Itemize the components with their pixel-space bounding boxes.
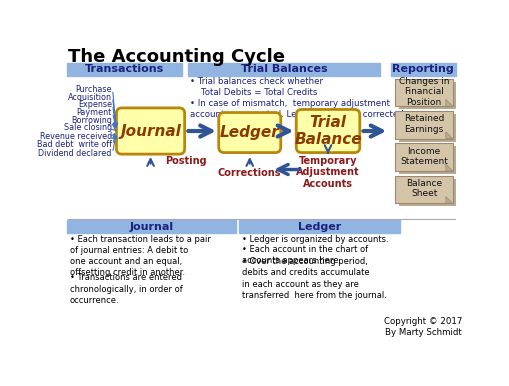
Bar — [398, 146, 455, 174]
Text: Payment: Payment — [76, 108, 111, 117]
Text: • Each account in the chart of
accounts appears here.: • Each account in the chart of accounts … — [242, 245, 367, 265]
Text: Ledger: Ledger — [219, 125, 279, 140]
Text: Sale closing: Sale closing — [64, 124, 111, 132]
Text: • Transactions are entered
chronologically, in order of
occurrence.: • Transactions are entered chronological… — [70, 273, 182, 305]
Polygon shape — [445, 164, 452, 171]
Text: Dividend declared: Dividend declared — [38, 149, 111, 158]
Text: • Trial balances check whether
    Total Debits = Total Credits: • Trial balances check whether Total Deb… — [190, 77, 322, 97]
Text: Ledger: Ledger — [297, 222, 341, 232]
Text: Changes in
Financial
Position: Changes in Financial Position — [398, 77, 448, 107]
Text: • Over the accounting period,
debits and credits accumulate
in each account as t: • Over the accounting period, debits and… — [242, 257, 386, 300]
FancyBboxPatch shape — [218, 113, 280, 152]
FancyBboxPatch shape — [116, 108, 184, 154]
Text: Journal: Journal — [120, 124, 181, 139]
Bar — [398, 179, 455, 207]
Bar — [398, 114, 455, 142]
Text: Journal: Journal — [129, 222, 173, 232]
Bar — [394, 79, 452, 107]
Text: Revenue received: Revenue received — [40, 132, 111, 141]
Bar — [394, 176, 452, 203]
Bar — [394, 143, 452, 171]
Text: Borrowing: Borrowing — [71, 116, 111, 125]
Text: Copyright © 2017
By Marty Schmidt: Copyright © 2017 By Marty Schmidt — [383, 317, 462, 337]
Text: Trial Balances: Trial Balances — [240, 64, 326, 74]
Bar — [394, 111, 452, 139]
Polygon shape — [445, 196, 452, 203]
Text: Corrections: Corrections — [217, 168, 281, 178]
Text: • In case of mismatch,  temporary adjustment
accounts are created. Ledgers are t: • In case of mismatch, temporary adjustm… — [190, 99, 406, 119]
Polygon shape — [445, 132, 452, 139]
Text: Bad debt  write off: Bad debt write off — [37, 141, 111, 149]
Text: Retained
Earnings: Retained Earnings — [403, 114, 443, 134]
Text: Transactions: Transactions — [84, 64, 163, 74]
Text: • Ledger is organized by accounts.: • Ledger is organized by accounts. — [242, 235, 388, 244]
Bar — [67, 63, 181, 76]
Text: Temporary
Adjustment
Accounts: Temporary Adjustment Accounts — [296, 156, 359, 189]
Text: Income
Statement: Income Statement — [400, 147, 447, 166]
Text: Acquisition: Acquisition — [68, 93, 111, 102]
Text: Expense: Expense — [78, 100, 111, 109]
Bar — [238, 220, 400, 233]
Text: Posting: Posting — [165, 156, 207, 166]
Bar — [67, 220, 235, 233]
Text: Reporting: Reporting — [392, 64, 454, 74]
Text: • Each transaction leads to a pair
of journal entries: A debit to
one account an: • Each transaction leads to a pair of jo… — [70, 235, 210, 277]
Bar — [390, 63, 455, 76]
Text: Balance
Sheet: Balance Sheet — [405, 179, 441, 198]
Text: Trial
Balance: Trial Balance — [294, 115, 361, 147]
Bar — [187, 63, 379, 76]
Text: The Accounting Cycle: The Accounting Cycle — [68, 48, 285, 66]
Polygon shape — [445, 100, 452, 107]
Text: Purchase: Purchase — [75, 85, 111, 94]
Bar — [398, 82, 455, 110]
FancyBboxPatch shape — [296, 110, 359, 152]
